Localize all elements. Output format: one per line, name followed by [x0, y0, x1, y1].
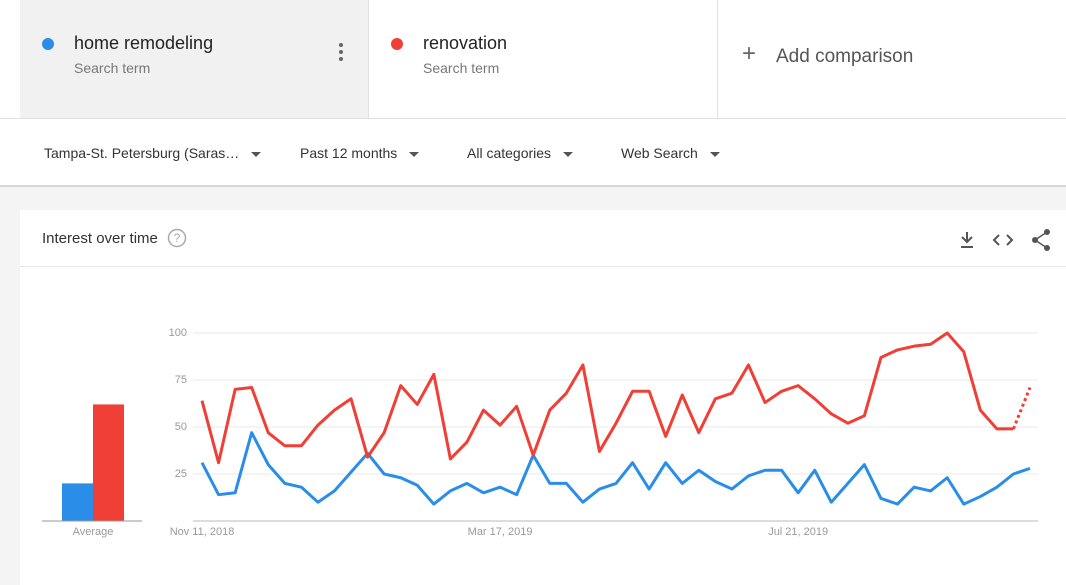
card-title: Interest over time	[42, 230, 158, 247]
bar	[93, 404, 124, 521]
gutter	[0, 0, 20, 118]
filter[interactable]: Past 12 months	[300, 145, 419, 161]
line	[200, 331, 1014, 465]
term-name: home remodeling	[74, 33, 214, 53]
filter[interactable]: Tampa-St. Petersburg (Saras…	[44, 145, 261, 161]
term-subtitle: Search term	[423, 60, 500, 76]
filter[interactable]: All categories	[467, 145, 573, 161]
more-icon[interactable]	[338, 42, 344, 62]
x-tick-label: Mar 17, 2019	[468, 526, 533, 538]
help-icon[interactable]: ?	[167, 228, 187, 248]
term-name: renovation	[423, 33, 508, 53]
add-comparison-label: Add comparison	[776, 46, 914, 67]
line	[200, 431, 1031, 506]
term-subtitle: Search term	[74, 60, 151, 76]
y-tick-label: 75	[175, 374, 187, 386]
card	[20, 210, 1066, 585]
term-dot	[42, 38, 54, 50]
y-tick-label: 100	[169, 327, 187, 339]
term-dot	[391, 38, 403, 50]
y-tick-label: 50	[175, 421, 187, 433]
y-tick-label: 25	[175, 468, 187, 480]
filter[interactable]: Web Search	[621, 145, 720, 161]
divider	[20, 266, 1066, 267]
x-tick-label: Nov 11, 2018	[170, 526, 235, 538]
line-partial	[1012, 386, 1032, 430]
card-actions[interactable]	[955, 228, 1055, 252]
add-comparison[interactable]: + Add comparison	[718, 0, 1066, 118]
x-tick-label: Average	[73, 526, 114, 538]
bar	[62, 483, 93, 521]
term-card[interactable]: home remodeling Search term	[20, 0, 369, 118]
plus-icon: +	[742, 40, 757, 67]
term-card[interactable]: renovation Search term	[369, 0, 718, 118]
x-tick-label: Jul 21, 2019	[768, 526, 828, 538]
svg-text:?: ?	[174, 231, 181, 245]
